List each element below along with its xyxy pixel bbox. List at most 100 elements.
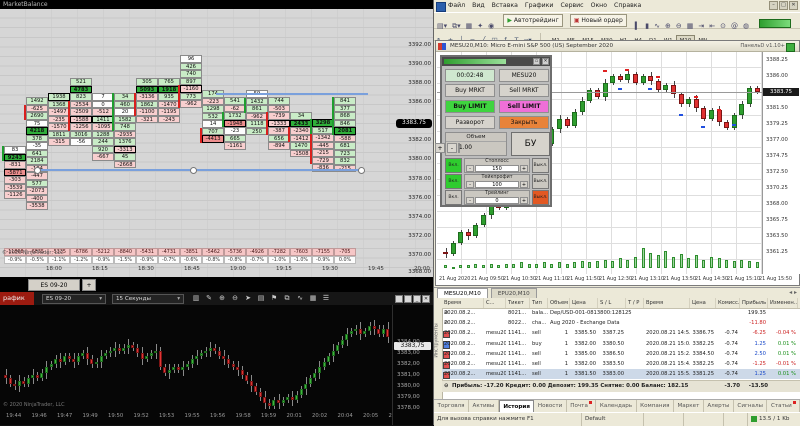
menu-Справка[interactable]: Справка [614, 2, 642, 9]
community-icon[interactable]: ◍ [743, 22, 750, 30]
trendline-handle[interactable] [358, 167, 365, 174]
chart-tab-EPU20,M10[interactable]: EPU20,M10 [490, 288, 537, 299]
close-button[interactable]: ✕ [422, 294, 430, 303]
plus-button[interactable]: + [520, 197, 528, 204]
plus-button[interactable]: + [520, 181, 528, 188]
column-header[interactable]: Объем [550, 298, 570, 308]
volume-plus-button[interactable]: + [435, 143, 445, 153]
connect-icon[interactable]: ◉ [488, 22, 495, 30]
footprint-chart[interactable]: 3383.75 © 2020 NinjaTrader, LLC 83 9243 -8… [0, 9, 433, 277]
zoom-out-icon[interactable]: ⊖ [232, 294, 238, 302]
toolbox-tab-Почта[interactable]: Почта [567, 400, 597, 412]
add-tab-button[interactable]: + [82, 279, 96, 291]
minimize-button[interactable]: – [769, 1, 778, 10]
table-row[interactable]: ⊖ 2020.08.2... 8022... cha... Aug 2020 - Exc… [442, 318, 800, 328]
minus-button[interactable]: - [466, 165, 474, 172]
volume-value[interactable]: 1.00 [458, 143, 472, 153]
column-header[interactable]: Тип [530, 298, 548, 308]
table-row[interactable]: 2020.08.2... mesu20 1141... sell 1 3381.50 338… [442, 369, 800, 380]
enable-button[interactable]: Вкл. [445, 190, 462, 205]
line-chart-icon[interactable]: ∿ [654, 22, 660, 30]
sell-limit-button[interactable]: Sell LIMIT [499, 100, 549, 113]
menu-Файл[interactable]: Файл [448, 2, 466, 9]
setting-value[interactable]: 0 [475, 197, 519, 204]
table-row[interactable]: 2020.08.2... mesu20 1141... buy 1 3382.00 3380… [442, 339, 800, 349]
list-icon[interactable]: ☰ [322, 294, 330, 302]
candle-chart[interactable]: © 2020 NinjaTrader, LLC 19:44 19:46 19:47 1… [0, 305, 392, 425]
status-profile[interactable]: Default [582, 413, 644, 426]
toolbox-tab-Алерты[interactable]: Алерты [704, 400, 734, 412]
expand-icon[interactable]: ⊖ [444, 320, 449, 327]
zigzag-icon[interactable]: ∿ [297, 294, 303, 302]
new-order-button[interactable]: ▣ Новый ордер [569, 14, 627, 27]
favorites-icon[interactable]: ✦ [477, 22, 484, 30]
tab-es-09-20[interactable]: ES 09-20 [28, 279, 80, 291]
window-button-2[interactable] [404, 294, 412, 303]
close-button[interactable]: ✕ [789, 1, 798, 10]
menu-Вставка[interactable]: Вставка [491, 2, 518, 9]
toolbox-tab-История[interactable]: История [498, 400, 535, 413]
column-header[interactable]: T / P [626, 298, 644, 308]
zoom-in-icon[interactable]: ⊕ [219, 294, 225, 302]
draw-icon[interactable]: ✎ [206, 294, 212, 302]
toolbox-tab-Сигналы[interactable]: Сигналы [734, 400, 768, 412]
setting-value[interactable]: 100 [475, 181, 519, 188]
sell-market-button[interactable]: Sell MRKT [499, 84, 549, 97]
zoom-in-icon[interactable]: ⊕ [665, 22, 671, 30]
menu-Графики[interactable]: Графики [524, 2, 554, 9]
table-row[interactable]: 2020.08.2... mesu20 1141... sell 1 3385.00 338… [442, 349, 800, 359]
toolbox-tab-Календарь[interactable]: Календарь [596, 400, 637, 412]
profiles-icon[interactable]: ⧉▾ [452, 22, 461, 30]
close-position-button[interactable]: Закрыть [499, 116, 549, 129]
column-header[interactable]: Цена [690, 298, 716, 308]
minus-button[interactable]: - [466, 181, 474, 188]
column-header[interactable]: Время [442, 298, 484, 308]
chart-style-icon[interactable]: ▥ [192, 294, 200, 302]
report-icon[interactable]: ▤ [257, 294, 265, 302]
grid-icon[interactable]: ▦ [309, 294, 317, 302]
symbol-button[interactable]: MESU20 [499, 69, 549, 82]
expand-icon[interactable]: ⊕ [444, 310, 449, 316]
candles-icon[interactable]: ▮ [645, 22, 650, 30]
autotrading-button[interactable]: ▶ Автотрейдинг [503, 14, 563, 27]
table-row[interactable]: 2020.08.2... mesu20 1141... sell 1 3385.50 338… [442, 328, 800, 339]
column-header[interactable]: Комисс... [718, 298, 740, 308]
column-header[interactable]: S / L [598, 298, 626, 308]
column-header[interactable]: Цена [570, 298, 598, 308]
search-icon[interactable]: ⊙ [720, 22, 726, 30]
buy-limit-button[interactable]: Buy LIMIT [445, 100, 495, 113]
toolbox-tab-Торговля[interactable]: Торговля [434, 400, 469, 412]
at-icon[interactable]: @ [731, 22, 738, 30]
breakeven-button[interactable]: БУ [511, 132, 550, 156]
period-select[interactable]: 15 Секунды ▾ [112, 293, 184, 304]
toolbox-tab-Новости[interactable]: Новости [534, 400, 567, 412]
windows-icon[interactable]: ⧉ [284, 294, 290, 302]
panel-close-button[interactable]: ✕ [542, 58, 549, 65]
trendline-handle[interactable] [34, 167, 41, 174]
summary-sign-icon[interactable]: ⊖ [444, 383, 449, 389]
plus-button[interactable]: + [520, 165, 528, 172]
zoom-out-icon[interactable]: ⊖ [675, 22, 682, 30]
trendline-handle[interactable] [190, 167, 197, 174]
trendline[interactable] [36, 169, 364, 171]
disable-button[interactable]: Выкл. [532, 174, 549, 189]
column-header[interactable]: Прибыль [742, 298, 768, 308]
bars-icon[interactable]: ▍ [634, 22, 641, 30]
maximize-button[interactable]: □ [779, 1, 788, 10]
toolbox-tab-Статьи[interactable]: Статьи [767, 400, 800, 412]
setting-value[interactable]: 150 [475, 165, 519, 172]
column-header[interactable]: Изменен... [770, 298, 798, 308]
buy-market-button[interactable]: Buy MRKT [445, 84, 495, 97]
toolbox-tab-Компания[interactable]: Компания [637, 400, 674, 412]
toolbox-tab-Активы[interactable]: Активы [469, 400, 499, 412]
menu-Вид[interactable]: Вид [472, 2, 485, 9]
tab-scroll-arrows[interactable]: ◂ ▸ [789, 289, 797, 296]
new-chart-icon[interactable]: ▤▾ [437, 22, 448, 30]
enable-button[interactable]: Вкл. [445, 158, 462, 173]
folder-icon[interactable]: ▦ [465, 22, 473, 30]
trendline[interactable] [216, 93, 368, 95]
enable-button[interactable]: Вкл. [445, 174, 462, 189]
cursor-icon[interactable]: ➤ [245, 294, 251, 302]
toolbox-tab-Маркет[interactable]: Маркет [674, 400, 704, 412]
menu-Окно[interactable]: Окно [590, 2, 608, 9]
